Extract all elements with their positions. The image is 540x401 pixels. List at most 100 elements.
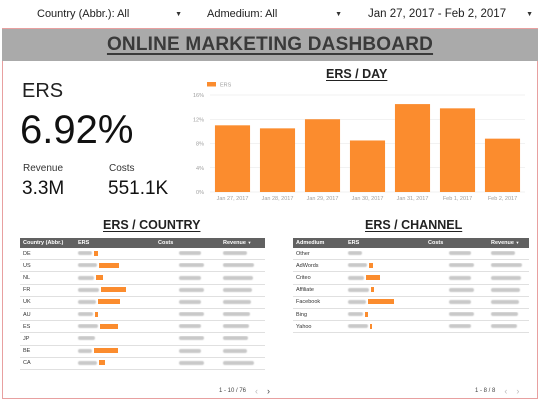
column-header-admedium[interactable]: Admedium [296, 240, 325, 246]
redacted-value [348, 287, 369, 292]
admedium-filter[interactable]: Admedium: All ▼ [207, 5, 342, 23]
redacted-value [179, 263, 204, 268]
redacted-value [78, 336, 95, 341]
costs-cell [155, 275, 220, 281]
redacted-value [78, 251, 92, 256]
table-row[interactable]: CA [20, 358, 265, 370]
ers-bar [95, 311, 98, 317]
revenue-cell [488, 263, 529, 269]
table-row[interactable]: NL [20, 272, 265, 285]
redacted-value [491, 263, 522, 268]
ers-cell [345, 323, 425, 330]
ers-bar [96, 275, 104, 281]
ers-cell [75, 275, 155, 281]
redacted-value [179, 275, 201, 280]
y-tick-label: 8% [196, 142, 204, 148]
costs-cell [155, 299, 220, 305]
redacted-value [78, 348, 92, 353]
table-row[interactable]: Bing [293, 309, 529, 322]
redacted-value [348, 251, 362, 256]
table-row[interactable]: ES [20, 321, 265, 334]
country-table-body: DE US NL FR UK AU ES JP BE CA [20, 248, 265, 370]
redacted-value [491, 324, 517, 329]
redacted-value [348, 324, 368, 329]
revenue-cell [488, 275, 529, 281]
bar [439, 108, 476, 192]
ers-cell [75, 299, 155, 305]
row-label: FR [23, 287, 31, 294]
bar [259, 128, 296, 192]
chevron-right-icon[interactable]: › [516, 386, 520, 396]
table-row[interactable]: Criteo [293, 272, 529, 285]
redacted-value [78, 299, 96, 304]
costs-cell [425, 287, 488, 293]
redacted-value [348, 312, 363, 317]
column-header-ers[interactable]: ERS [78, 240, 90, 246]
column-header-country[interactable]: Country (Abbr.) [23, 240, 64, 246]
costs-cell [155, 360, 220, 366]
page-title: ONLINE MARKETING DASHBOARD [106, 34, 434, 55]
row-label: Criteo [296, 274, 311, 281]
ers-per-day-chart: 0% 4% 8% 12% 16% ERS Jan 27, 2017 Jan 28, 2017 J… [193, 82, 525, 202]
y-tick-label: 4% [196, 166, 204, 172]
row-label: CA [23, 360, 31, 367]
revenue-header-label: Revenue [491, 240, 514, 246]
bar [304, 119, 341, 192]
table-row[interactable]: JP [20, 333, 265, 346]
dashboard-frame [2, 28, 538, 399]
column-header-costs[interactable]: Costs [428, 240, 444, 246]
ers-bar [371, 287, 375, 293]
ers-cell [75, 287, 155, 293]
ers-cell [75, 311, 155, 318]
redacted-value [223, 312, 250, 317]
chevron-left-icon[interactable]: ‹ [255, 386, 259, 396]
redacted-value [179, 287, 204, 292]
redacted-value [491, 312, 518, 317]
table-row[interactable]: Yahoo [293, 321, 529, 334]
table-row[interactable]: US [20, 260, 265, 273]
channel-table-body: Other AdWords Criteo Affiliate Facebook Bing Y… [293, 248, 529, 334]
country-filter[interactable]: Country (Abbr.): All ▼ [37, 5, 182, 23]
x-tick-label: Feb 1, 2017 [443, 196, 472, 202]
column-header-ers[interactable]: ERS [348, 240, 360, 246]
table-row[interactable]: Facebook [293, 297, 529, 309]
ers-country-heading: ERS / COUNTRY [103, 218, 201, 232]
table-row[interactable]: UK [20, 297, 265, 309]
costs-cell [155, 324, 220, 330]
revenue-cell [220, 348, 265, 354]
table-row[interactable]: AdWords [293, 260, 529, 273]
chevron-left-icon[interactable]: ‹ [504, 386, 508, 396]
redacted-value [491, 275, 521, 280]
column-header-costs[interactable]: Costs [158, 240, 174, 246]
redacted-value [491, 287, 520, 292]
x-tick-label: Feb 2, 2017 [488, 196, 517, 202]
table-row[interactable]: Other [293, 248, 529, 261]
ers-bar [94, 250, 99, 256]
redacted-value [78, 312, 93, 317]
redacted-value [223, 324, 249, 329]
x-tick-label: Jan 27, 2017 [217, 196, 249, 202]
redacted-value [223, 275, 253, 280]
chevron-right-icon[interactable]: › [267, 386, 271, 396]
revenue-header-label: Revenue [223, 240, 246, 246]
table-row[interactable]: FR [20, 285, 265, 297]
bar [484, 138, 521, 192]
country-filter-label: Country (Abbr.): All [37, 8, 130, 20]
table-row[interactable]: AU [20, 309, 265, 322]
x-tick-label: Jan 28, 2017 [262, 196, 294, 202]
redacted-value [449, 324, 471, 329]
redacted-value [78, 275, 94, 280]
table-row[interactable]: DE [20, 248, 265, 261]
date-range-picker[interactable]: Jan 27, 2017 - Feb 2, 2017 ▼ [368, 5, 533, 23]
channel-pager-label: 1 - 8 / 8 [475, 388, 496, 394]
column-header-revenue[interactable]: Revenue ▼ [488, 240, 529, 246]
ers-day-heading: ERS / DAY [326, 67, 388, 81]
row-label: Bing [296, 311, 308, 318]
table-row[interactable]: Affiliate [293, 285, 529, 297]
revenue-cell [488, 312, 529, 318]
column-header-revenue[interactable]: Revenue ▼ [220, 240, 265, 246]
table-row[interactable]: BE [20, 346, 265, 358]
ers-cell [345, 262, 425, 269]
redacted-value [449, 251, 471, 256]
redacted-value [179, 348, 201, 353]
